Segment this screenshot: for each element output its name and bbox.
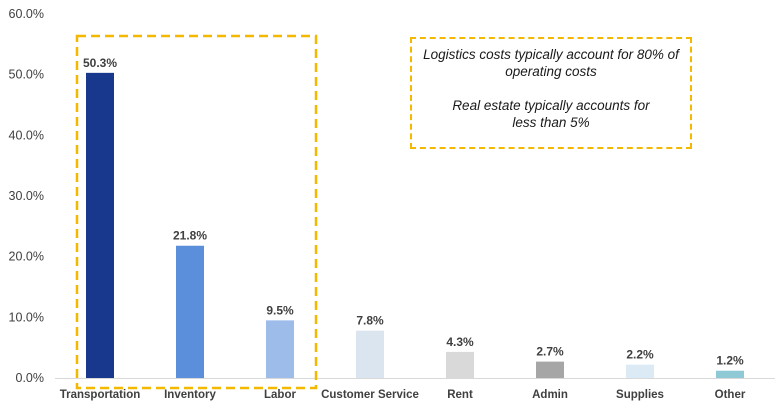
annotation-line-4: less than 5% bbox=[512, 115, 590, 130]
annotation-box: Logistics costs typically account for 80… bbox=[410, 37, 692, 149]
data-label: 2.7% bbox=[536, 345, 564, 359]
bar-rent bbox=[446, 351, 474, 378]
x-tick-label: Supplies bbox=[616, 389, 664, 401]
data-label: 4.3% bbox=[446, 335, 474, 349]
bar-inventory bbox=[176, 245, 204, 378]
x-tick-label: Customer Service bbox=[321, 389, 419, 401]
y-tick-label: 30.0% bbox=[9, 189, 44, 203]
y-tick-label: 10.0% bbox=[9, 310, 44, 324]
data-label: 2.2% bbox=[626, 348, 654, 362]
bar-labor bbox=[266, 320, 294, 378]
annotation-line-2: operating costs bbox=[505, 64, 597, 79]
data-label: 9.5% bbox=[266, 303, 294, 317]
bar-supplies bbox=[626, 364, 654, 378]
y-tick-label: 40.0% bbox=[9, 128, 44, 142]
annotation-line-3: Real estate typically accounts for bbox=[452, 98, 650, 113]
x-tick-label: Rent bbox=[447, 389, 473, 401]
data-label: 1.2% bbox=[716, 354, 744, 368]
bar-customer-service bbox=[356, 330, 384, 378]
bar-other bbox=[716, 370, 744, 378]
x-tick-label: Inventory bbox=[164, 389, 216, 401]
data-label: 7.8% bbox=[356, 314, 384, 328]
bar-admin bbox=[536, 361, 564, 378]
data-label: 21.8% bbox=[173, 229, 207, 243]
data-label: 50.3% bbox=[83, 56, 117, 70]
x-tick-label: Admin bbox=[532, 389, 568, 401]
y-tick-label: 50.0% bbox=[9, 68, 44, 82]
annotation-line-1: Logistics costs typically account for 80… bbox=[423, 47, 679, 62]
x-tick-label: Transportation bbox=[60, 389, 141, 401]
y-tick-label: 20.0% bbox=[9, 250, 44, 264]
x-tick-label: Other bbox=[715, 389, 746, 401]
x-tick-label: Labor bbox=[264, 389, 296, 401]
bar-transportation bbox=[86, 72, 114, 378]
highlight-box bbox=[75, 34, 318, 390]
y-tick-label: 0.0% bbox=[16, 371, 45, 385]
y-tick-label: 60.0% bbox=[9, 7, 44, 21]
